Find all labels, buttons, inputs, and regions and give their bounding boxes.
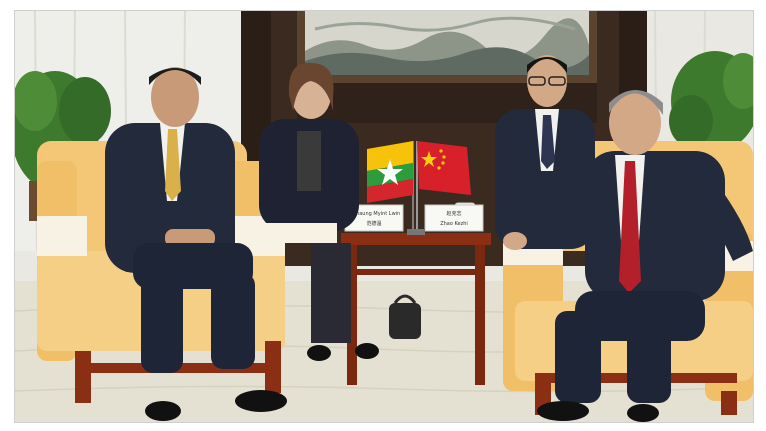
person-interpreter-woman xyxy=(247,62,379,361)
china-flag xyxy=(417,141,471,195)
placard-right-line1: 赵克志 xyxy=(446,210,461,217)
center-table xyxy=(341,233,491,385)
person-right-man xyxy=(503,90,753,422)
handbag xyxy=(389,294,421,339)
person-left-man xyxy=(105,67,287,421)
placard-right: 赵克志 Zhao Kezhi xyxy=(424,204,484,232)
meeting-photo: U Thaung Myint Lwin 范德温 赵克志 Zhao Kezhi xyxy=(15,11,753,422)
placard-right-line2: Zhao Kezhi xyxy=(440,221,468,227)
placard-left-line2: 范德温 xyxy=(366,220,381,227)
landscape-painting xyxy=(297,11,597,83)
plant-right xyxy=(669,51,753,151)
placard-left-line1: U Thaung Myint Lwin xyxy=(348,211,400,217)
myanmar-flag xyxy=(367,141,413,203)
photo-frame: U Thaung Myint Lwin 范德温 赵克志 Zhao Kezhi xyxy=(14,10,754,423)
